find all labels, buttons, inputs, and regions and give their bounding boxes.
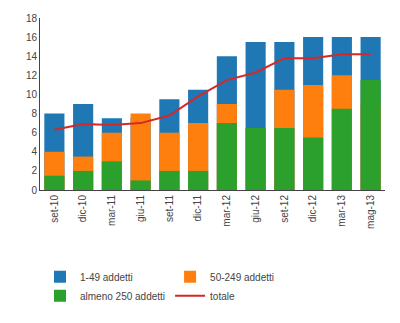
svg-text:12: 12 xyxy=(26,70,38,81)
svg-text:2: 2 xyxy=(31,165,37,176)
svg-text:mag-13: mag-13 xyxy=(365,195,376,229)
svg-text:dic-10: dic-10 xyxy=(77,195,88,223)
svg-text:1-49 addetti: 1-49 addetti xyxy=(80,272,133,283)
svg-text:set-11: set-11 xyxy=(164,195,175,222)
svg-text:almeno 250 addetti: almeno 250 addetti xyxy=(80,291,165,302)
svg-text:8: 8 xyxy=(31,108,37,119)
svg-text:6: 6 xyxy=(31,127,37,138)
svg-text:50-249 addetti: 50-249 addetti xyxy=(210,272,274,283)
svg-text:totale: totale xyxy=(210,291,235,302)
svg-text:set-12: set-12 xyxy=(279,195,290,223)
svg-text:14: 14 xyxy=(26,51,38,62)
svg-text:4: 4 xyxy=(31,146,37,157)
svg-text:16: 16 xyxy=(26,32,38,43)
svg-text:mar-12: mar-12 xyxy=(221,195,232,227)
svg-text:18: 18 xyxy=(26,13,38,24)
svg-text:set-10: set-10 xyxy=(49,195,60,223)
svg-text:10: 10 xyxy=(26,89,38,100)
svg-text:0: 0 xyxy=(31,185,37,196)
svg-text:dic-11: dic-11 xyxy=(192,195,203,222)
svg-text:mar-11: mar-11 xyxy=(106,195,117,226)
svg-text:giu-11: giu-11 xyxy=(135,195,146,222)
svg-text:mar-13: mar-13 xyxy=(336,195,347,227)
svg-text:dic-12: dic-12 xyxy=(307,195,318,223)
svg-text:giu-12: giu-12 xyxy=(250,195,261,223)
